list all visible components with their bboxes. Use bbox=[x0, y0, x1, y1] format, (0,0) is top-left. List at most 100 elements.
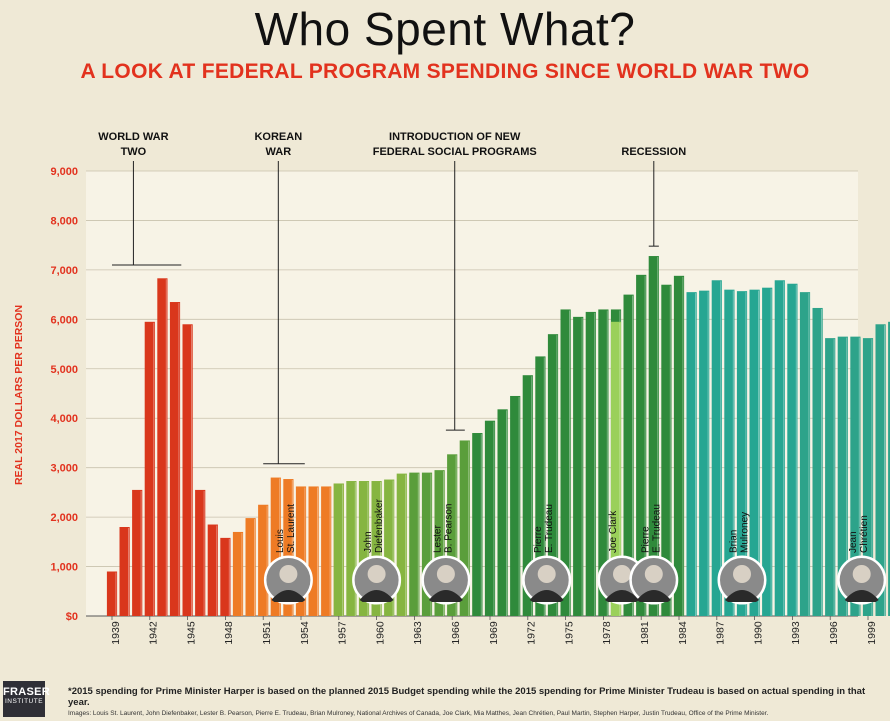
bar bbox=[736, 291, 748, 616]
bar bbox=[207, 524, 218, 616]
x-tick-label: 1951 bbox=[261, 621, 273, 645]
period-label: Lester bbox=[432, 525, 443, 553]
bar bbox=[812, 307, 823, 616]
portrait-icon bbox=[629, 555, 679, 605]
period-label: St. Laurent bbox=[286, 504, 297, 553]
spending-chart: $0 1,000 2,000 3,000 4,000 5,000 6,000 7,000 8,0… bbox=[13, 131, 890, 645]
bar bbox=[384, 479, 395, 616]
period-label: B. Pearson bbox=[443, 504, 454, 553]
x-tick-label: 1960 bbox=[374, 621, 386, 645]
x-tick-label: 1939 bbox=[110, 621, 122, 645]
period-label: Joe Clark bbox=[608, 510, 619, 553]
bar bbox=[850, 336, 861, 616]
bar bbox=[648, 256, 659, 616]
annotation-title-line2: WAR bbox=[265, 146, 291, 158]
annotation-title: KOREAN bbox=[254, 131, 302, 143]
bar bbox=[547, 334, 559, 616]
bar bbox=[799, 292, 811, 616]
bar bbox=[396, 473, 407, 616]
period-label: Louis bbox=[275, 529, 286, 553]
x-tick-label: 1969 bbox=[488, 621, 500, 645]
x-tick-label: 1996 bbox=[828, 621, 840, 645]
y-tick-label: 7,000 bbox=[50, 265, 78, 277]
bar bbox=[787, 283, 798, 616]
x-tick-label: 1984 bbox=[677, 621, 689, 645]
portrait-icon bbox=[352, 555, 402, 605]
y-axis-ticks: $0 1,000 2,000 3,000 4,000 5,000 6,000 7,000 8,0… bbox=[50, 166, 78, 623]
portrait-icon bbox=[421, 555, 471, 605]
portrait-body bbox=[271, 590, 306, 602]
bar bbox=[308, 486, 319, 616]
portrait-body bbox=[844, 590, 879, 602]
portrait-head bbox=[852, 565, 871, 583]
page-subtitle: A LOOK AT FEDERAL PROGRAM SPENDING SINCE… bbox=[80, 60, 810, 83]
bar bbox=[409, 472, 420, 616]
portrait-icon bbox=[717, 555, 767, 605]
bar bbox=[535, 356, 546, 616]
annotation-title-line2: FEDERAL SOCIAL PROGRAMS bbox=[373, 146, 537, 158]
bar bbox=[888, 321, 890, 616]
bars bbox=[106, 256, 890, 616]
bar bbox=[421, 472, 433, 616]
bar bbox=[610, 321, 622, 616]
period-label: Mulroney bbox=[740, 512, 751, 553]
portrait-icon bbox=[522, 555, 572, 605]
bar bbox=[522, 375, 533, 616]
bar bbox=[484, 420, 496, 616]
bar bbox=[573, 316, 584, 616]
bar bbox=[119, 527, 130, 616]
bar bbox=[157, 278, 168, 616]
x-tick-label: 1945 bbox=[185, 621, 197, 645]
x-tick-label: 1975 bbox=[563, 621, 575, 645]
x-axis-ticks: 1939 1942 1945 1948 1951 1954 1957 1960 1963 1966… bbox=[110, 616, 878, 645]
y-tick-label: 6,000 bbox=[50, 314, 78, 326]
bar bbox=[333, 483, 344, 616]
bar bbox=[459, 440, 470, 616]
bar bbox=[245, 518, 256, 616]
bar bbox=[724, 289, 735, 616]
bar bbox=[837, 336, 848, 616]
portrait-body bbox=[529, 590, 564, 602]
period-label: E. Trudeau bbox=[651, 504, 662, 553]
portrait-body bbox=[359, 590, 394, 602]
y-tick-label: 2,000 bbox=[50, 512, 78, 524]
x-tick-label: 1957 bbox=[337, 621, 349, 645]
portrait-body bbox=[725, 590, 759, 602]
bar bbox=[598, 309, 609, 616]
annotation-title: INTRODUCTION OF NEW bbox=[389, 131, 521, 143]
portrait-body bbox=[428, 590, 463, 602]
bar bbox=[560, 309, 571, 616]
bar bbox=[585, 311, 596, 616]
bar bbox=[497, 409, 508, 616]
bar bbox=[623, 294, 634, 616]
portrait-icon bbox=[263, 555, 313, 605]
portraits bbox=[263, 555, 887, 605]
bar bbox=[321, 486, 332, 616]
logo-line-1: FRASER bbox=[3, 686, 51, 698]
portrait-body bbox=[605, 590, 639, 602]
y-tick-label: 9,000 bbox=[50, 166, 78, 178]
y-tick-label: 4,000 bbox=[50, 413, 78, 425]
x-tick-label: 1972 bbox=[526, 621, 538, 645]
bar bbox=[195, 489, 206, 616]
bar bbox=[825, 338, 836, 616]
bar bbox=[106, 571, 118, 616]
period-label: Chrétien bbox=[859, 515, 870, 553]
period-label: Jean bbox=[848, 531, 859, 553]
bar bbox=[774, 280, 785, 616]
x-tick-label: 1993 bbox=[790, 621, 802, 645]
y-tick-label: $0 bbox=[66, 611, 78, 623]
bar bbox=[686, 292, 697, 616]
bar bbox=[711, 280, 722, 616]
annotations: WORLD WAR TWO KOREAN WAR INTRODUCTION OF NEW… bbox=[98, 131, 686, 465]
bar bbox=[258, 504, 269, 616]
x-tick-label: 1966 bbox=[450, 621, 462, 645]
bar bbox=[182, 324, 193, 616]
bar bbox=[510, 395, 521, 616]
bar bbox=[220, 537, 231, 616]
period-label: Pierre bbox=[640, 526, 651, 553]
bar bbox=[346, 481, 357, 616]
x-tick-label: 1987 bbox=[715, 621, 727, 645]
bar bbox=[749, 289, 760, 616]
fraser-logo: FRASER INSTITUTE bbox=[3, 681, 51, 717]
